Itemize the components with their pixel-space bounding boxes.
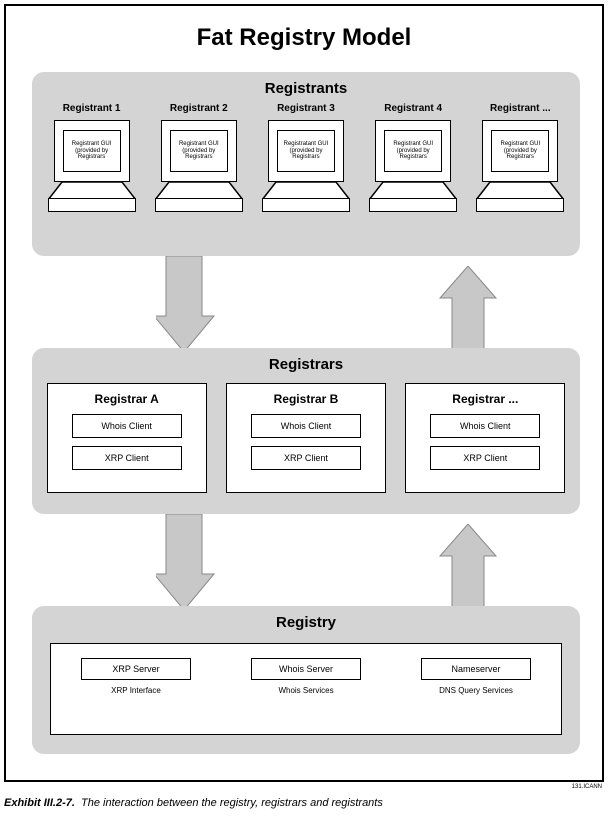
monitor-icon: Registratant GUI (provided by Registrars — [262, 120, 350, 212]
registrar-title: Registrar A — [95, 392, 159, 406]
caption-text: The interaction between the registry, re… — [81, 797, 383, 809]
server-col: Whois Server Whois Services — [231, 658, 381, 695]
registrar-box: Registrar A Whois Client XRP Client — [47, 383, 207, 493]
registrars-row: Registrar A Whois Client XRP Client Regi… — [32, 379, 580, 493]
registrar-title: Registrar ... — [452, 392, 518, 406]
server-sub: DNS Query Services — [439, 686, 513, 695]
gui-text: Registrant GUI (provided by Registrars — [384, 130, 442, 172]
server-box: Whois Server — [251, 658, 361, 680]
client-box: Whois Client — [430, 414, 540, 438]
footer-code: 131.ICANN — [572, 784, 602, 790]
server-col: XRP Server XRP Interface — [61, 658, 211, 695]
registrar-title: Registrar B — [274, 392, 339, 406]
monitor-icon: Registrant GUI (provided by Registrars — [369, 120, 457, 212]
registrant-col: Registrant 4 Registrant GUI (provided by… — [363, 103, 463, 212]
registrar-box: Registrar ... Whois Client XRP Client — [405, 383, 565, 493]
monitor-icon: Registrant GUI (provided by Registrars — [476, 120, 564, 212]
registrant-col: Registrant 2 Registrant GUI (provided by… — [149, 103, 249, 212]
registrars-title: Registrars — [32, 348, 580, 379]
registrants-title: Registrants — [32, 72, 580, 103]
registrant-col: Registrant 3 Registratant GUI (provided … — [256, 103, 356, 212]
arrow-up-icon — [438, 266, 498, 352]
arrow-down-icon — [156, 514, 216, 610]
client-box: XRP Client — [251, 446, 361, 470]
registrant-label: Registrant ... — [490, 103, 551, 114]
registrars-layer: Registrars Registrar A Whois Client XRP … — [32, 348, 580, 514]
server-sub: Whois Services — [278, 686, 333, 695]
server-col: Nameserver DNS Query Services — [401, 658, 551, 695]
gui-text: Registrant GUI (provided by Registrars — [170, 130, 228, 172]
registrants-row: Registrant 1 Registrant GUI (provided by… — [32, 103, 580, 212]
registry-layer: Registry XRP Server XRP Interface Whois … — [32, 606, 580, 754]
client-box: XRP Client — [72, 446, 182, 470]
monitor-icon: Registrant GUI (provided by Registrars — [155, 120, 243, 212]
registrant-col: Registrant ... Registrant GUI (provided … — [470, 103, 570, 212]
gui-text: Registratant GUI (provided by Registrars — [277, 130, 335, 172]
registrant-label: Registrant 2 — [170, 103, 228, 114]
server-box: Nameserver — [421, 658, 531, 680]
registrants-layer: Registrants Registrant 1 Registrant GUI … — [32, 72, 580, 256]
server-sub: XRP Interface — [111, 686, 161, 695]
server-box: XRP Server — [81, 658, 191, 680]
client-box: Whois Client — [251, 414, 361, 438]
registrant-label: Registrant 4 — [384, 103, 442, 114]
page-title: Fat Registry Model — [6, 24, 602, 52]
monitor-icon: Registrant GUI (provided by Registrars — [48, 120, 136, 212]
registry-title: Registry — [32, 606, 580, 637]
registrar-box: Registrar B Whois Client XRP Client — [226, 383, 386, 493]
client-box: Whois Client — [72, 414, 182, 438]
gui-text: Registrant GUI (provided by Registrars — [491, 130, 549, 172]
arrow-down-icon — [156, 256, 216, 352]
registry-inner: XRP Server XRP Interface Whois Server Wh… — [50, 643, 562, 735]
registrant-label: Registrant 1 — [63, 103, 121, 114]
caption-label: Exhibit III.2-7. — [4, 797, 75, 809]
gui-text: Registrant GUI (provided by Registrars — [63, 130, 121, 172]
caption: Exhibit III.2-7. The interaction between… — [4, 797, 383, 809]
client-box: XRP Client — [430, 446, 540, 470]
page-border: Fat Registry Model Registrants Registran… — [4, 4, 604, 782]
registrant-col: Registrant 1 Registrant GUI (provided by… — [42, 103, 142, 212]
registrant-label: Registrant 3 — [277, 103, 335, 114]
arrow-up-icon — [438, 524, 498, 610]
